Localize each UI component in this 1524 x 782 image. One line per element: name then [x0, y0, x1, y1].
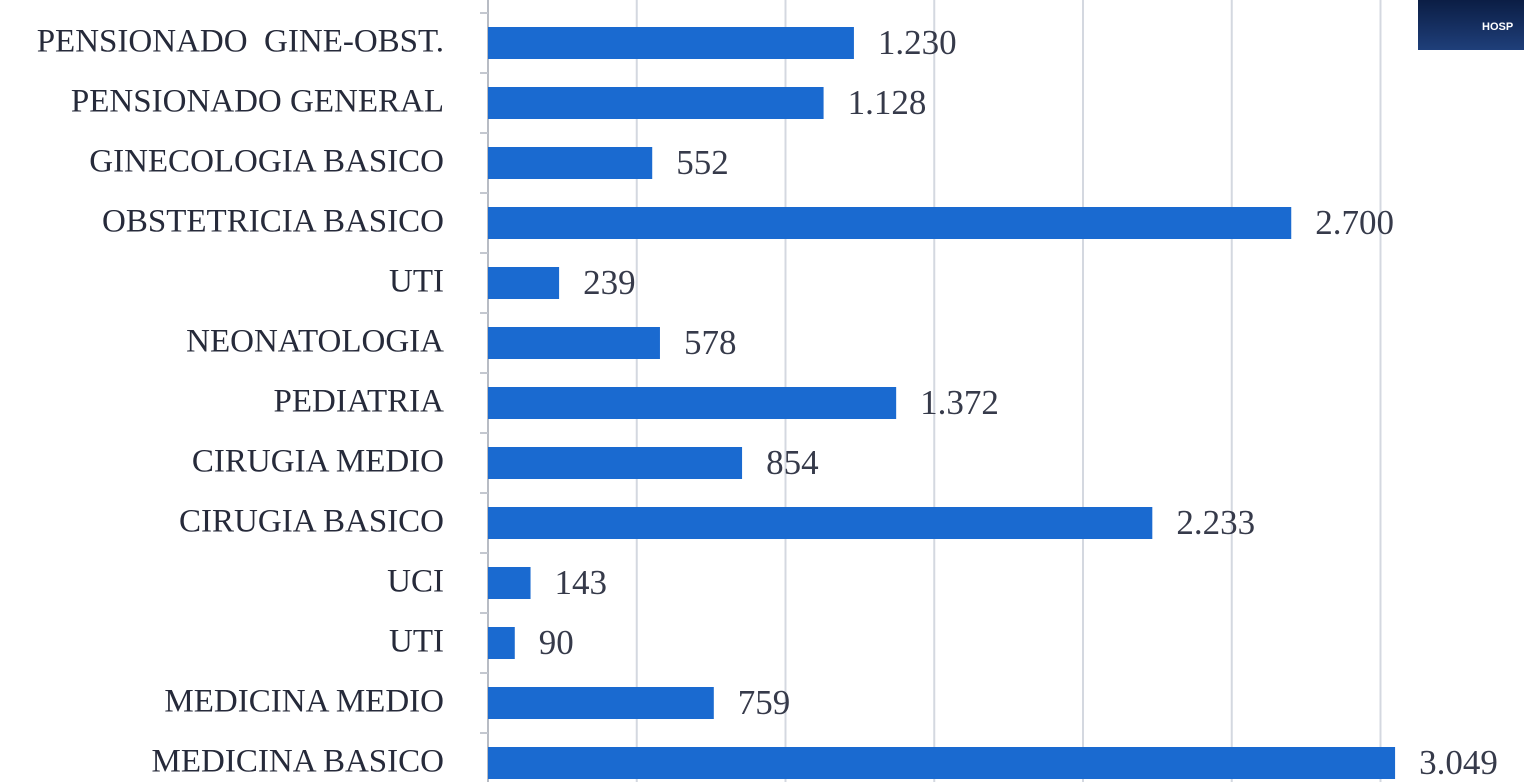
logo-text: HOSP [1482, 21, 1513, 33]
category-label: OBSTETRICIA BASICO [102, 204, 444, 240]
category-label: UCI [387, 564, 444, 600]
value-label: 759 [738, 683, 791, 722]
logo-box [1418, 0, 1524, 50]
value-label: 1.372 [920, 383, 999, 422]
value-label: 854 [766, 443, 819, 482]
bar [488, 447, 743, 479]
value-label: 2.700 [1315, 203, 1394, 242]
category-label: CIRUGIA MEDIO [192, 444, 444, 480]
category-label: MEDICINA MEDIO [164, 684, 444, 720]
category-label: UTI [389, 624, 444, 660]
bar [488, 147, 653, 179]
bar [488, 747, 1396, 779]
category-label: GINECOLOGIA BASICO [89, 144, 444, 180]
value-label: 143 [555, 563, 608, 602]
bar [488, 627, 515, 659]
bar [488, 267, 560, 299]
category-label: MEDICINA BASICO [152, 744, 444, 780]
value-label: 552 [676, 143, 729, 182]
value-label: 2.233 [1176, 503, 1255, 542]
value-label: 90 [539, 623, 574, 662]
value-label: 1.230 [878, 23, 957, 62]
category-label: UTI [389, 264, 444, 300]
bar [488, 27, 854, 59]
value-label: 3.049 [1419, 743, 1498, 782]
bar [488, 87, 824, 119]
bar [488, 327, 660, 359]
category-label: PENSIONADO GENERAL [71, 84, 444, 120]
category-label: PEDIATRIA [274, 384, 445, 420]
value-label: 239 [583, 263, 636, 302]
bar [488, 507, 1153, 539]
bar [488, 567, 531, 599]
category-label: CIRUGIA BASICO [179, 504, 444, 540]
bar [488, 687, 714, 719]
category-label: PENSIONADO GINE-OBST. [37, 24, 444, 60]
value-label: 1.128 [848, 83, 927, 122]
category-label: NEONATOLOGIA [186, 324, 444, 360]
bar [488, 207, 1292, 239]
bar [488, 387, 897, 419]
value-label: 578 [684, 323, 737, 362]
